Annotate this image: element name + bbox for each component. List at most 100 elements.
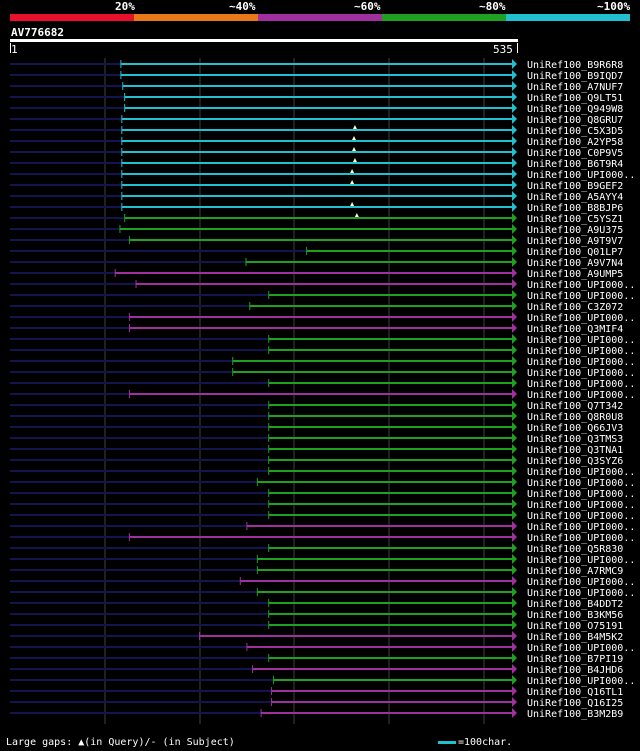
hit-label[interactable]: UniRef100_A9V7N4 bbox=[527, 258, 623, 269]
hit-row[interactable]: UniRef100_A7NUF7 bbox=[10, 81, 623, 93]
hit-row[interactable]: UniRef100_B4M5K2 bbox=[10, 631, 623, 643]
hit-row[interactable]: UniRef100_B3KM56 bbox=[10, 609, 623, 621]
hit-row[interactable]: UniRef100_UPI000.. bbox=[10, 367, 635, 379]
hit-row[interactable]: UniRef100_UPI000.. bbox=[10, 499, 635, 511]
hit-row[interactable]: UniRef100_UPI000.. bbox=[10, 587, 635, 599]
hit-row[interactable]: UniRef100_B9GEF2 bbox=[10, 180, 623, 192]
hit-label[interactable]: UniRef100_Q5R830 bbox=[527, 544, 623, 555]
hit-label[interactable]: UniRef100_B4JHD6 bbox=[527, 665, 623, 676]
hit-row[interactable]: UniRef100_B3M2B9 bbox=[10, 708, 623, 720]
hit-row[interactable]: UniRef100_UPI000.. bbox=[10, 554, 635, 566]
hit-label[interactable]: UniRef100_A9T9V7 bbox=[527, 236, 623, 247]
hit-row[interactable]: UniRef100_UPI000.. bbox=[10, 576, 635, 588]
hit-row[interactable]: UniRef100_B9R6R8 bbox=[10, 59, 623, 71]
hit-label[interactable]: UniRef100_UPI000.. bbox=[527, 390, 635, 401]
hit-label[interactable]: UniRef100_C5YSZ1 bbox=[527, 214, 623, 225]
hit-label[interactable]: UniRef100_UPI000.. bbox=[527, 313, 635, 324]
hit-label[interactable]: UniRef100_Q8GRU7 bbox=[527, 115, 623, 126]
hit-label[interactable]: UniRef100_A7RMC9 bbox=[527, 566, 623, 577]
hit-row[interactable]: UniRef100_UPI000.. bbox=[10, 532, 635, 544]
hit-label[interactable]: UniRef100_UPI000.. bbox=[527, 489, 635, 500]
hit-label[interactable]: UniRef100_Q7T342 bbox=[527, 401, 623, 412]
hit-label[interactable]: UniRef100_B9R6R8 bbox=[527, 60, 623, 71]
hit-row[interactable]: UniRef100_B9IQD7 bbox=[10, 70, 623, 82]
hit-label[interactable]: UniRef100_UPI000.. bbox=[527, 280, 635, 291]
hit-row[interactable]: UniRef100_C5YSZ1 bbox=[10, 213, 623, 225]
hit-row[interactable]: UniRef100_Q949W8 bbox=[10, 103, 623, 115]
hit-row[interactable]: UniRef100_B4JHD6 bbox=[10, 664, 623, 676]
hit-row[interactable]: UniRef100_B7PI19 bbox=[10, 653, 623, 665]
hit-label[interactable]: UniRef100_Q3TNA1 bbox=[527, 445, 623, 456]
hit-label[interactable]: UniRef100_UPI000.. bbox=[527, 478, 635, 489]
hit-row[interactable]: UniRef100_UPI000.. bbox=[10, 642, 635, 654]
hit-label[interactable]: UniRef100_UPI000.. bbox=[527, 555, 635, 566]
hit-label[interactable]: UniRef100_Q3SYZ6 bbox=[527, 456, 623, 467]
hit-label[interactable]: UniRef100_A7NUF7 bbox=[527, 82, 623, 93]
hit-label[interactable]: UniRef100_UPI000.. bbox=[527, 379, 635, 390]
hit-label[interactable]: UniRef100_UPI000.. bbox=[527, 577, 635, 588]
hit-row[interactable]: UniRef100_UPI000.. bbox=[10, 345, 635, 357]
hit-row[interactable]: UniRef100_Q7T342 bbox=[10, 400, 623, 412]
hit-row[interactable]: UniRef100_UPI000.. bbox=[10, 290, 635, 302]
hit-row[interactable]: UniRef100_Q3SYZ6 bbox=[10, 455, 623, 467]
hit-row[interactable]: UniRef100_UPI000.. bbox=[10, 356, 635, 368]
hit-label[interactable]: UniRef100_A2YP58 bbox=[527, 137, 623, 148]
hit-label[interactable]: UniRef100_B6T9R4 bbox=[527, 159, 623, 170]
hit-row[interactable]: UniRef100_Q5R830 bbox=[10, 543, 623, 555]
hit-row[interactable]: UniRef100_O75191 bbox=[10, 620, 623, 632]
hit-row[interactable]: UniRef100_Q8GRU7 bbox=[10, 114, 623, 126]
hit-row[interactable]: UniRef100_UPI000.. bbox=[10, 675, 635, 687]
hit-row[interactable]: UniRef100_B4DDT2 bbox=[10, 598, 623, 610]
hit-label[interactable]: UniRef100_UPI000.. bbox=[527, 170, 635, 181]
hit-label[interactable]: UniRef100_B3KM56 bbox=[527, 610, 623, 621]
hit-row[interactable]: UniRef100_B8BJP6 bbox=[10, 202, 623, 214]
hit-label[interactable]: UniRef100_C5X3D5 bbox=[527, 126, 623, 137]
hit-row[interactable]: UniRef100_A7RMC9 bbox=[10, 565, 623, 577]
hit-row[interactable]: UniRef100_UPI000.. bbox=[10, 477, 635, 489]
hit-label[interactable]: UniRef100_UPI000.. bbox=[527, 368, 635, 379]
hit-row[interactable]: UniRef100_Q66JV3 bbox=[10, 422, 623, 434]
hit-row[interactable]: UniRef100_Q9LT51 bbox=[10, 92, 623, 104]
hit-row[interactable]: UniRef100_A9T9V7 bbox=[10, 235, 623, 247]
hit-label[interactable]: UniRef100_A9UMP5 bbox=[527, 269, 623, 280]
hit-label[interactable]: UniRef100_Q66JV3 bbox=[527, 423, 623, 434]
hit-row[interactable]: UniRef100_A2YP58 bbox=[10, 136, 623, 148]
hit-label[interactable]: UniRef100_Q01LP7 bbox=[527, 247, 623, 258]
hit-label[interactable]: UniRef100_A5AYY4 bbox=[527, 192, 623, 203]
hit-row[interactable]: UniRef100_UPI000.. bbox=[10, 169, 635, 181]
hit-row[interactable]: UniRef100_C5X3D5 bbox=[10, 125, 623, 137]
hit-label[interactable]: UniRef100_Q16I25 bbox=[527, 698, 623, 709]
hit-label[interactable]: UniRef100_UPI000.. bbox=[527, 291, 635, 302]
hit-row[interactable]: UniRef100_A9U375 bbox=[10, 224, 623, 236]
hit-label[interactable]: UniRef100_Q3MIF4 bbox=[527, 324, 623, 335]
hit-label[interactable]: UniRef100_UPI000.. bbox=[527, 522, 635, 533]
hit-label[interactable]: UniRef100_C0P9V5 bbox=[527, 148, 623, 159]
hit-label[interactable]: UniRef100_B4DDT2 bbox=[527, 599, 623, 610]
hit-row[interactable]: UniRef100_UPI000.. bbox=[10, 279, 635, 291]
hit-label[interactable]: UniRef100_B9IQD7 bbox=[527, 71, 623, 82]
hit-row[interactable]: UniRef100_UPI000.. bbox=[10, 312, 635, 324]
hit-row[interactable]: UniRef100_A5AYY4 bbox=[10, 191, 623, 203]
hit-label[interactable]: UniRef100_UPI000.. bbox=[527, 533, 635, 544]
hit-row[interactable]: UniRef100_A9UMP5 bbox=[10, 268, 623, 280]
hit-label[interactable]: UniRef100_UPI000.. bbox=[527, 588, 635, 599]
hit-label[interactable]: UniRef100_UPI000.. bbox=[527, 357, 635, 368]
hit-row[interactable]: UniRef100_Q16TL1 bbox=[10, 686, 623, 698]
hit-row[interactable]: UniRef100_Q3TMS3 bbox=[10, 433, 623, 445]
hit-label[interactable]: UniRef100_B8BJP6 bbox=[527, 203, 623, 214]
hit-row[interactable]: UniRef100_Q3MIF4 bbox=[10, 323, 623, 335]
hit-label[interactable]: UniRef100_O75191 bbox=[527, 621, 623, 632]
hit-label[interactable]: UniRef100_Q949W8 bbox=[527, 104, 623, 115]
hit-row[interactable]: UniRef100_C3Z072 bbox=[10, 301, 623, 313]
hit-label[interactable]: UniRef100_UPI000.. bbox=[527, 643, 635, 654]
hit-row[interactable]: UniRef100_UPI000.. bbox=[10, 378, 635, 390]
hit-row[interactable]: UniRef100_UPI000.. bbox=[10, 389, 635, 401]
hit-row[interactable]: UniRef100_UPI000.. bbox=[10, 510, 635, 522]
hit-row[interactable]: UniRef100_UPI000.. bbox=[10, 334, 635, 346]
hit-label[interactable]: UniRef100_Q9LT51 bbox=[527, 93, 623, 104]
hit-label[interactable]: UniRef100_UPI000.. bbox=[527, 676, 635, 687]
hit-label[interactable]: UniRef100_B3M2B9 bbox=[527, 709, 623, 720]
hit-label[interactable]: UniRef100_Q3TMS3 bbox=[527, 434, 623, 445]
hit-label[interactable]: UniRef100_Q8R0U8 bbox=[527, 412, 623, 423]
hit-row[interactable]: UniRef100_Q01LP7 bbox=[10, 246, 623, 258]
